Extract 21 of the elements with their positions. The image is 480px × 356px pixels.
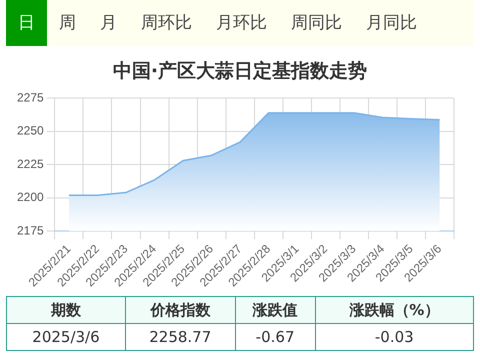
text: 2258.77 [125, 324, 236, 350]
y-tick-label: 2225 [16, 156, 44, 171]
text: 涨跌值 [235, 296, 316, 324]
text: 2025/3/6 [6, 324, 126, 350]
text: 周 [58, 12, 77, 35]
text: 价格指数 [125, 296, 236, 324]
text: 周环比 [140, 12, 193, 35]
y-tick-label: 2275 [16, 90, 44, 105]
text: 月环比 [215, 12, 268, 35]
text: -0.03 [315, 324, 474, 350]
y-tick-label: 2250 [16, 124, 44, 138]
chart-title: 中国·产区大蒜日定基指数走势 [112, 59, 368, 84]
text: 期数 [6, 296, 126, 324]
y-tick-label: 2175 [16, 223, 44, 238]
text: 周同比 [290, 12, 343, 35]
text: -0.67 [235, 324, 316, 350]
text: 月 [99, 12, 118, 35]
text: 日 [6, 0, 47, 46]
text: 月同比 [365, 12, 418, 35]
y-tick-label: 2200 [16, 190, 44, 204]
text: 涨跌幅（%） [315, 296, 474, 324]
